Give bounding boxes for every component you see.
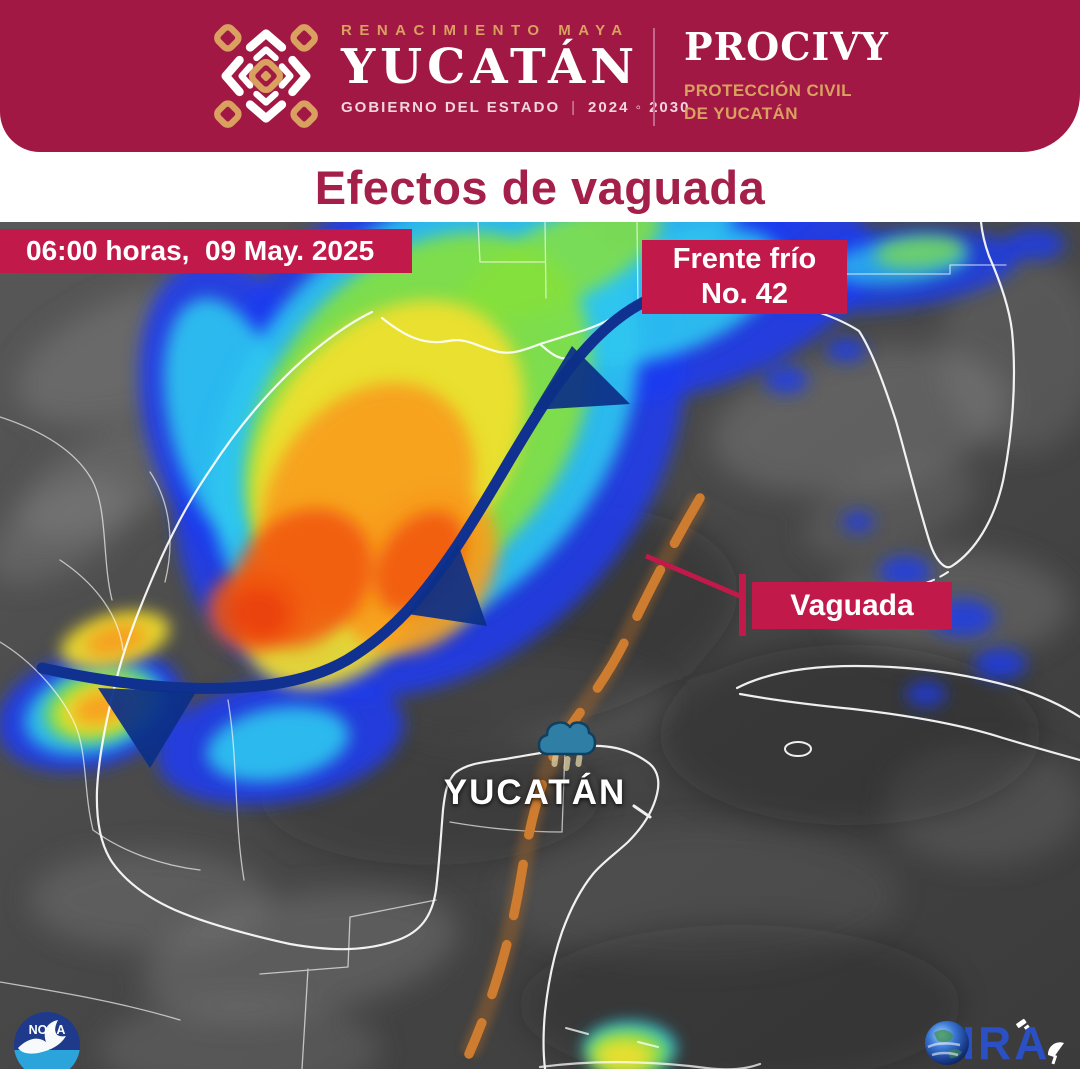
- satellite-dish-icon: [1047, 1042, 1064, 1065]
- brand-lockup: RENACIMIENTO MAYA YUCATÁN GOBIERNO DEL E…: [341, 22, 690, 116]
- state-borders: [0, 222, 1007, 1069]
- front-triangle: [98, 688, 196, 768]
- header-banner: RENACIMIENTO MAYA YUCATÁN GOBIERNO DEL E…: [0, 0, 1080, 152]
- cold-front-triangles: [98, 346, 630, 768]
- cozumel-island: [632, 804, 652, 819]
- coast-honduras: [538, 1061, 762, 1069]
- front-triangle: [408, 544, 487, 626]
- coast-mexico-yucatan: [95, 310, 660, 1069]
- cira-logo-icon: CIRA: [925, 1017, 1064, 1069]
- term-text: 2024 ◦ 2030: [588, 99, 691, 116]
- front-label-line1: Frente frío: [672, 243, 817, 275]
- brand-subtitle: GOBIERNO DEL ESTADO | 2024 ◦ 2030: [341, 99, 690, 116]
- bay-islands: [565, 1027, 659, 1048]
- vaguada-pointer-line: [645, 553, 741, 599]
- title-strip: Efectos de vaguada: [0, 152, 1080, 222]
- agency-line1: PROTECCIÓN CIVIL: [684, 81, 852, 100]
- satellite-map: 06:00 horas, 09 May. 2025 Frente frío No…: [0, 222, 1080, 1069]
- brand-name: YUCATÁN: [341, 39, 640, 95]
- precip-red-layer: [208, 508, 465, 652]
- page-title: Efectos de vaguada: [314, 160, 766, 214]
- header-divider: [653, 28, 655, 126]
- agency-name: PROCIVY: [684, 24, 889, 69]
- agency-line2: DE YUCATÁN: [684, 104, 798, 123]
- vaguada-label-bar: [739, 574, 746, 636]
- timestamp-label: 06:00 horas, 09 May. 2025: [0, 229, 412, 273]
- region-label: YUCATÁN: [443, 773, 627, 812]
- coast-cuba-south: [738, 692, 1080, 762]
- noaa-logo-icon: NOAA: [14, 1012, 80, 1069]
- front-triangle: [533, 346, 630, 410]
- coast-cuba-north: [735, 664, 1080, 719]
- satellite-icon: [1016, 1018, 1030, 1030]
- maya-glyph-icon: [214, 24, 318, 128]
- cold-front-label: Frente frío No. 42: [642, 240, 847, 314]
- isla-juventud: [784, 741, 812, 757]
- brand-tagline: RENACIMIENTO MAYA: [341, 22, 630, 39]
- front-label-line2: No. 42: [700, 278, 789, 310]
- brand-separator: |: [571, 99, 578, 116]
- noaa-text: NOAA: [29, 1023, 66, 1037]
- vaguada-label: Vaguada: [752, 582, 952, 629]
- cloud-rain-icon: [537, 721, 597, 771]
- map-layers: [0, 222, 1080, 1069]
- gobierno-text: GOBIERNO DEL ESTADO: [341, 99, 561, 116]
- agency-lockup: PROCIVY PROTECCIÓN CIVIL DE YUCATÁN: [684, 24, 889, 125]
